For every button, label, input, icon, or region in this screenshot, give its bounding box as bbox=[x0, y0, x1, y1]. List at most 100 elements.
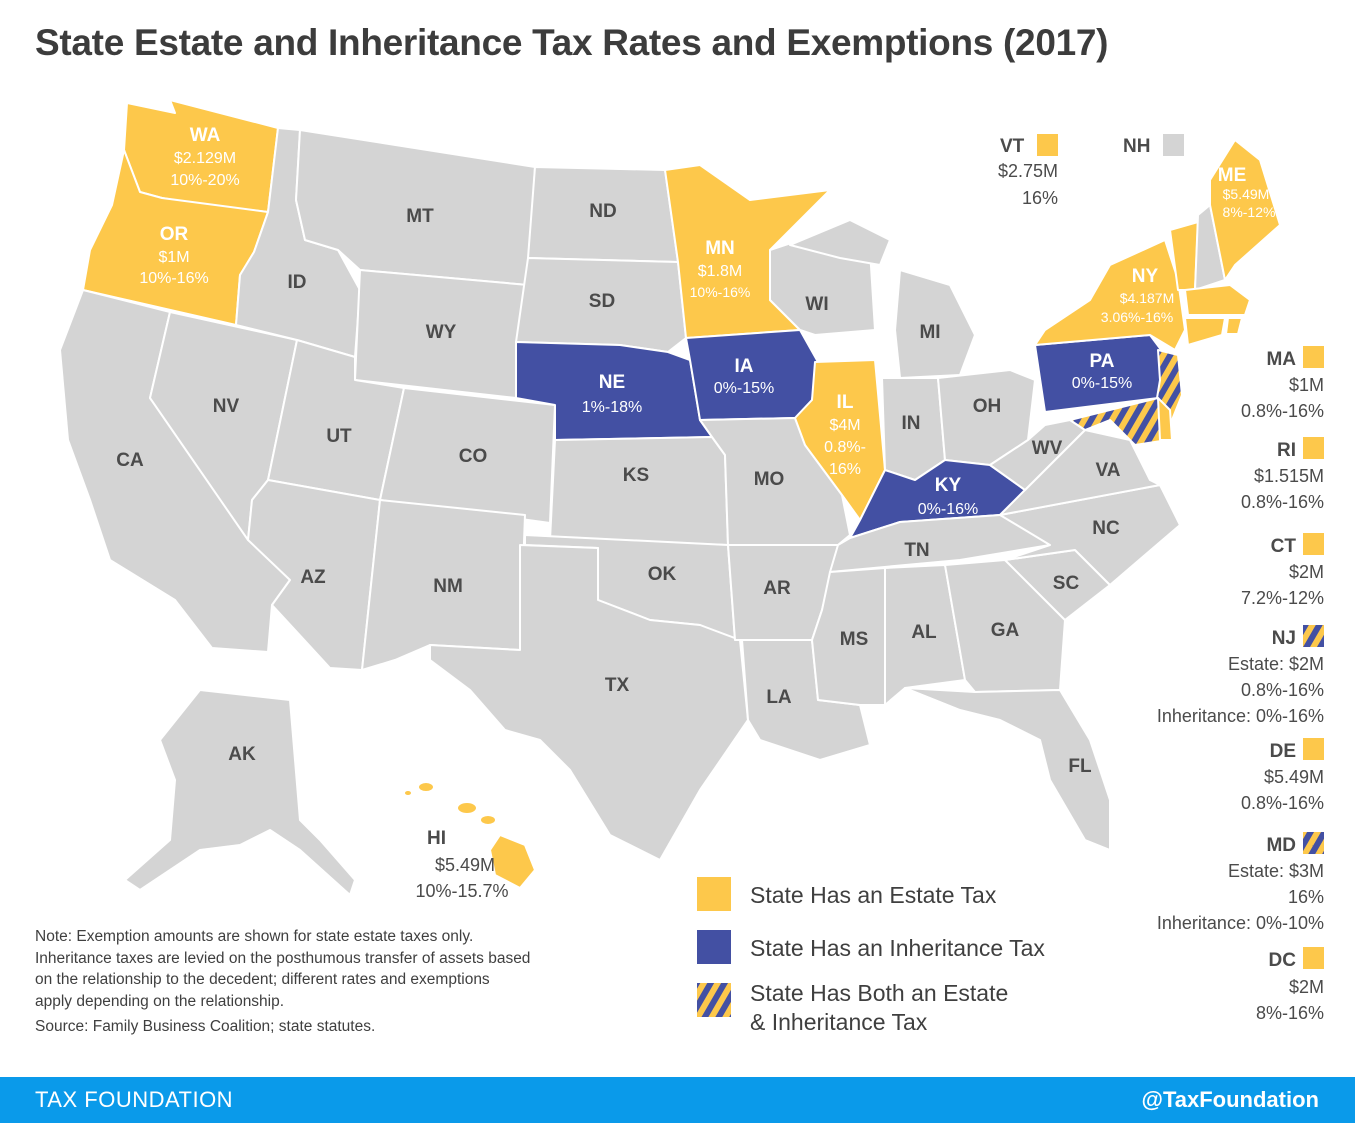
label-ky-rate: 0%-16% bbox=[918, 501, 978, 518]
label-nh: NH bbox=[1123, 136, 1150, 157]
label-ri-rate: 0.8%-16% bbox=[1241, 492, 1324, 512]
state-de[interactable] bbox=[1157, 397, 1173, 441]
vt-label: VT $2.75M 16% bbox=[998, 134, 1058, 208]
label-il: IL bbox=[837, 392, 854, 413]
legend: State Has an Estate Tax State Has an Inh… bbox=[697, 877, 1045, 1035]
label-or: OR bbox=[160, 224, 189, 245]
label-md-estate: Estate: $3M bbox=[1228, 861, 1324, 881]
label-md-inheritance: Inheritance: 0%-10% bbox=[1157, 913, 1324, 933]
label-vt: VT bbox=[1000, 136, 1025, 157]
legend-both-2: & Inheritance Tax bbox=[750, 1009, 928, 1035]
label-oh: OH bbox=[973, 396, 1002, 417]
label-de-exemption: $5.49M bbox=[1264, 767, 1324, 787]
brand-name[interactable]: TAX FOUNDATION bbox=[35, 1087, 234, 1112]
label-ma: MA bbox=[1266, 349, 1296, 370]
label-de: DE bbox=[1270, 741, 1296, 762]
label-me: ME bbox=[1218, 165, 1247, 186]
label-ks: KS bbox=[623, 465, 649, 486]
label-ut: UT bbox=[326, 426, 352, 447]
state-fl[interactable] bbox=[904, 687, 1111, 851]
label-va: VA bbox=[1096, 460, 1121, 481]
label-ms: MS bbox=[840, 629, 869, 650]
twitter-handle[interactable]: @TaxFoundation bbox=[1141, 1087, 1319, 1112]
label-ma-exemption: $1M bbox=[1289, 375, 1324, 395]
state-ny[interactable] bbox=[1034, 239, 1186, 351]
state-ct[interactable] bbox=[1184, 317, 1226, 346]
state-hi[interactable] bbox=[403, 781, 536, 889]
label-az: AZ bbox=[300, 567, 326, 588]
label-in: IN bbox=[902, 413, 921, 434]
label-dc: DC bbox=[1269, 950, 1297, 971]
label-ne: NE bbox=[599, 372, 625, 393]
label-id: ID bbox=[288, 272, 307, 293]
label-ny-rate: 3.06%-16% bbox=[1101, 309, 1173, 325]
label-hi: HI bbox=[427, 828, 446, 849]
label-dc-exemption: $2M bbox=[1289, 977, 1324, 997]
label-ri: RI bbox=[1277, 440, 1296, 461]
legend-both-1: State Has Both an Estate bbox=[750, 980, 1008, 1006]
label-ny-exemption: $4.187M bbox=[1120, 290, 1174, 306]
label-ma-rate: 0.8%-16% bbox=[1241, 401, 1324, 421]
map-title: State Estate and Inheritance Tax Rates a… bbox=[35, 22, 1109, 63]
label-mn-exemption: $1.8M bbox=[698, 263, 742, 280]
label-pa-rate: 0%-15% bbox=[1072, 375, 1132, 392]
note-line-1: Note: Exemption amounts are shown for st… bbox=[35, 928, 474, 945]
label-tx: TX bbox=[605, 675, 630, 696]
label-il-exemption: $4M bbox=[829, 417, 860, 434]
label-tn: TN bbox=[904, 540, 929, 561]
label-ny: NY bbox=[1132, 266, 1159, 287]
label-ia-rate: 0%-15% bbox=[714, 380, 774, 397]
state-mi-upper[interactable] bbox=[789, 219, 891, 266]
note-line-4: apply depending on the relationship. bbox=[35, 992, 285, 1010]
label-wy: WY bbox=[426, 322, 457, 343]
label-nd: ND bbox=[589, 201, 616, 222]
label-nc: NC bbox=[1092, 518, 1120, 539]
label-pa: PA bbox=[1090, 351, 1115, 372]
label-nj-inheritance: Inheritance: 0%-16% bbox=[1157, 706, 1324, 726]
label-co: CO bbox=[459, 446, 488, 467]
label-vt-exemption: $2.75M bbox=[998, 161, 1058, 181]
nh-swatch bbox=[1163, 134, 1184, 156]
state-ak[interactable] bbox=[124, 689, 356, 896]
label-ia: IA bbox=[735, 356, 754, 377]
state-nc[interactable] bbox=[999, 484, 1181, 586]
label-hi-rate: 10%-15.7% bbox=[415, 881, 508, 901]
label-nj-estate-rate: 0.8%-16% bbox=[1241, 680, 1324, 700]
label-sc: SC bbox=[1053, 573, 1080, 594]
label-or-rate: 10%-16% bbox=[139, 270, 208, 287]
note-line-3: on the relationship to the decedent; dif… bbox=[35, 971, 490, 988]
label-md-estate-rate: 16% bbox=[1288, 887, 1324, 907]
state-ri[interactable] bbox=[1225, 317, 1243, 335]
legend-swatch-estate bbox=[697, 877, 731, 911]
us-map: WA $2.129M 10%-20% OR $1M 10%-16% MN $1.… bbox=[59, 99, 1324, 1035]
label-mo: MO bbox=[754, 469, 785, 490]
state-il[interactable] bbox=[794, 359, 886, 521]
state-ma[interactable] bbox=[1184, 284, 1251, 316]
note-line-2: Inheritance taxes are levied on the post… bbox=[35, 949, 531, 967]
label-sd: SD bbox=[589, 291, 615, 312]
state-labels: WA $2.129M 10%-20% OR $1M 10%-16% MN $1.… bbox=[116, 125, 1275, 777]
label-wa-rate: 10%-20% bbox=[170, 172, 239, 189]
label-me-exemption: $5.49M bbox=[1223, 186, 1270, 202]
legend-estate: State Has an Estate Tax bbox=[750, 882, 997, 908]
state-me[interactable] bbox=[1209, 139, 1281, 281]
label-mi: MI bbox=[919, 322, 940, 343]
label-mn-rate: 10%-16% bbox=[690, 284, 751, 300]
label-ct: CT bbox=[1271, 536, 1297, 557]
label-md: MD bbox=[1266, 835, 1296, 856]
label-mn: MN bbox=[705, 238, 735, 259]
right-column: MA $1M 0.8%-16% RI $1.515M 0.8%-16% CT $… bbox=[1157, 346, 1324, 1023]
nh-label: NH bbox=[1123, 134, 1184, 157]
label-al: AL bbox=[911, 622, 937, 643]
state-ks[interactable] bbox=[549, 436, 729, 546]
source-line: Source: Family Business Coalition; state… bbox=[35, 1018, 376, 1035]
state-tx[interactable] bbox=[429, 544, 749, 861]
state-wv[interactable] bbox=[989, 419, 1086, 491]
label-ri-exemption: $1.515M bbox=[1254, 466, 1324, 486]
label-il-rate-2: 16% bbox=[829, 461, 861, 478]
label-nj-estate: Estate: $2M bbox=[1228, 654, 1324, 674]
label-dc-rate: 8%-16% bbox=[1256, 1003, 1324, 1023]
label-de-rate: 0.8%-16% bbox=[1241, 793, 1324, 813]
label-ky: KY bbox=[935, 475, 962, 496]
state-al[interactable] bbox=[884, 564, 966, 706]
